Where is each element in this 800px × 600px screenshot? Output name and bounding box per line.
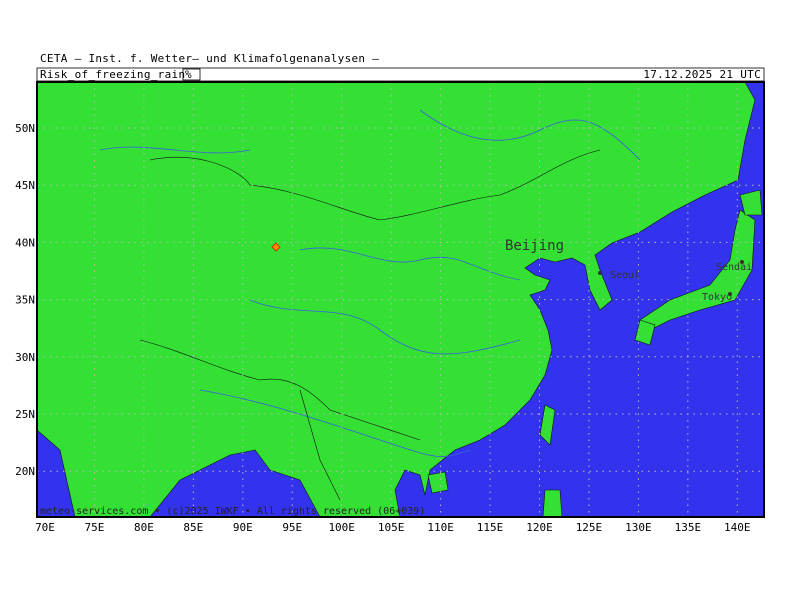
lon-label: 125E — [576, 521, 603, 534]
source-title: CETA — Inst. f. Wetter— und Klimafolgena… — [40, 52, 379, 65]
lon-label: 70E — [35, 521, 55, 534]
lon-label: 120E — [526, 521, 553, 534]
lat-label: 30N — [15, 351, 35, 364]
map-frame — [36, 81, 765, 518]
taiwan — [539, 404, 556, 446]
lon-label: 75E — [85, 521, 105, 534]
footer: meteo-services.com • (c)2025 IWKF • All … — [40, 506, 425, 517]
lon-label: 105E — [378, 521, 405, 534]
risk-marker — [271, 242, 281, 252]
lon-label: 90E — [233, 521, 253, 534]
lon-label: 95E — [282, 521, 302, 534]
hokkaido — [739, 189, 763, 216]
lat-label: 20N — [15, 465, 35, 478]
borders — [139, 149, 601, 501]
lat-label: 50N — [15, 122, 35, 135]
city-dot — [728, 292, 732, 296]
lon-label: 100E — [328, 521, 355, 534]
city-label: Tokyo — [702, 292, 732, 303]
lat-label: 45N — [15, 179, 35, 192]
city-label: Sendai — [716, 262, 752, 273]
unit: % — [185, 68, 192, 81]
field-name: Risk_of_freezing_rain — [40, 68, 185, 81]
city-label: Beijing — [505, 238, 564, 254]
lat-label: 40N — [15, 236, 35, 249]
kyushu — [634, 319, 656, 346]
unit-box — [182, 68, 201, 81]
lon-label: 80E — [134, 521, 154, 534]
philippines — [542, 489, 563, 518]
map-area — [36, 81, 764, 518]
city-dot — [740, 260, 744, 264]
lon-label: 110E — [427, 521, 454, 534]
rivers — [99, 109, 641, 457]
lon-label: 135E — [675, 521, 702, 534]
city-dot — [598, 271, 602, 275]
grid — [37, 82, 764, 517]
hainan — [427, 471, 449, 494]
lon-label: 85E — [183, 521, 203, 534]
lat-label: 25N — [15, 408, 35, 421]
lat-label: 35N — [15, 294, 35, 307]
lon-label: 140E — [724, 521, 751, 534]
lon-label: 115E — [477, 521, 504, 534]
datetime: 17.12.2025 21 UTC — [643, 68, 761, 81]
city-label: Seoul — [610, 270, 640, 281]
lon-label: 130E — [625, 521, 652, 534]
